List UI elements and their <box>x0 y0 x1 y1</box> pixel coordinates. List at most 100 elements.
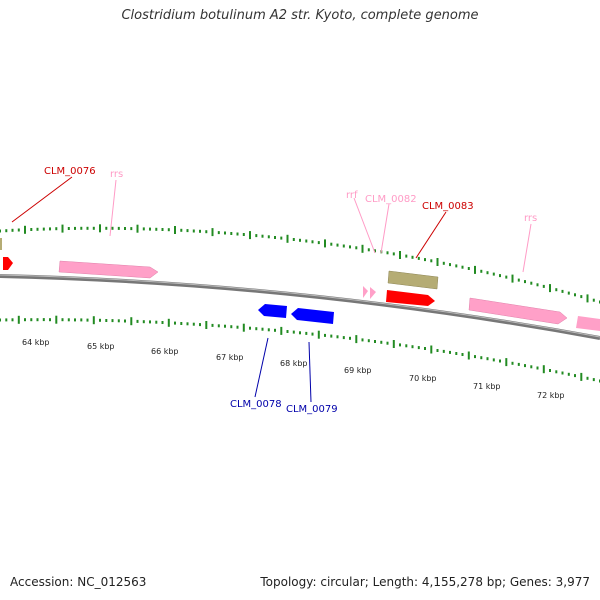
outer-ring-minor-tick <box>405 254 408 258</box>
inner-ring-minor-tick <box>230 325 233 329</box>
inner-ring-minor-tick <box>5 318 8 322</box>
outer-ring-minor-tick <box>124 227 126 230</box>
inner-ring-minor-tick <box>436 349 439 352</box>
outer-ring-minor-tick <box>36 227 39 231</box>
outer-ring-minor-tick <box>255 234 258 238</box>
outer-ring-minor-tick <box>242 233 245 236</box>
tick-label-72-kbp: 72 kbp <box>537 391 565 400</box>
inner-ring-minor-tick <box>292 330 295 334</box>
inner-ring-minor-tick <box>124 319 126 323</box>
feature-clm-0078-arrow[interactable] <box>258 304 287 318</box>
outer-ring-minor-tick <box>261 234 264 238</box>
footer-accession: Accession: NC_012563 <box>10 575 147 589</box>
outer-ring-minor-tick <box>205 230 208 234</box>
inner-ring-minor-tick <box>380 340 383 344</box>
outer-ring-minor-tick <box>555 288 558 292</box>
label-clm-0083: CLM_0083 <box>422 201 474 212</box>
outer-ring-minor-tick <box>417 256 420 260</box>
inner-ring-minor-tick <box>199 323 201 327</box>
inner-ring-major-tick <box>55 315 58 324</box>
outer-ring-minor-tick <box>486 271 489 275</box>
label-rrs-2: rrs <box>524 213 537 224</box>
inner-ring-minor-tick <box>517 362 520 366</box>
outer-ring-minor-tick <box>424 258 426 262</box>
feature-rrs-2-arrow[interactable] <box>468 297 568 325</box>
outer-ring-minor-tick <box>567 291 570 295</box>
inner-ring-minor-tick <box>417 346 420 350</box>
inner-ring-major-tick <box>242 323 245 332</box>
feature-rrs-3-arrow[interactable] <box>576 316 600 331</box>
outer-ring-minor-tick <box>199 229 201 233</box>
inner-ring-minor-tick <box>161 321 164 324</box>
label-clm-0076: CLM_0076 <box>44 166 96 177</box>
inner-ring-major-tick <box>317 330 320 339</box>
outer-ring-minor-tick <box>305 239 308 243</box>
inner-ring-minor-tick <box>586 376 589 380</box>
feature-clm-0082-box[interactable] <box>387 270 439 290</box>
outer-ring-minor-tick <box>5 229 8 233</box>
outer-ring-major-tick <box>286 234 289 243</box>
inner-ring-minor-tick <box>117 319 120 323</box>
outer-tick-ring <box>0 224 600 304</box>
inner-ring-minor-tick <box>255 327 258 331</box>
outer-ring-minor-tick <box>67 227 70 230</box>
outer-ring-minor-tick <box>386 251 389 255</box>
inner-ring-minor-tick <box>261 327 264 331</box>
outer-ring-minor-tick <box>442 261 445 265</box>
genome-backbone-highlight <box>0 274 600 338</box>
inner-ring-minor-tick <box>174 321 176 325</box>
outer-ring-minor-tick <box>49 227 51 231</box>
inner-ring-minor-tick <box>499 359 501 363</box>
outer-ring-minor-tick <box>86 226 89 230</box>
tick-label-71-kbp: 71 kbp <box>473 382 501 391</box>
inner-ring-minor-tick <box>530 365 533 369</box>
inner-ring-major-tick <box>92 316 95 325</box>
inner-ring-minor-tick <box>80 318 83 322</box>
outer-ring-minor-tick <box>374 249 376 253</box>
inner-ring-minor-tick <box>592 378 595 382</box>
inner-ring-minor-tick <box>192 322 195 326</box>
outer-ring-major-tick <box>399 251 401 259</box>
feature-rrf-arrow-a[interactable] <box>363 286 368 298</box>
feature-rrs-1-arrow[interactable] <box>58 260 159 279</box>
inner-ring-minor-tick <box>142 320 145 324</box>
inner-ring-minor-tick <box>42 318 45 322</box>
outer-ring-minor-tick <box>111 226 114 230</box>
outer-ring-minor-tick <box>236 232 239 236</box>
feature-left-edge-box[interactable] <box>0 238 2 250</box>
feature-clm-0076-arrow[interactable] <box>3 257 13 270</box>
outer-ring-minor-tick <box>561 289 564 293</box>
outer-ring-minor-tick <box>142 227 145 231</box>
outer-ring-minor-tick <box>517 278 520 282</box>
inner-ring-major-tick <box>542 365 545 374</box>
inner-ring-minor-tick <box>474 355 476 359</box>
outer-ring-minor-tick <box>0 229 1 233</box>
outer-ring-minor-tick <box>17 228 20 232</box>
outer-ring-major-tick <box>474 265 476 274</box>
outer-ring-major-tick <box>549 284 551 293</box>
inner-tick-ring <box>0 315 600 383</box>
outer-ring-minor-tick <box>280 236 283 240</box>
inner-ring-minor-tick <box>399 343 401 347</box>
feature-clm-0083-arrow[interactable] <box>386 290 435 306</box>
callout-line-rrf <box>353 197 376 254</box>
tick-label-69-kbp: 69 kbp <box>344 366 372 375</box>
genome-backbone <box>0 274 600 340</box>
inner-ring-minor-tick <box>49 318 51 322</box>
outer-ring-minor-tick <box>505 275 508 279</box>
feature-rrf-arrow-b[interactable] <box>370 287 376 299</box>
callout-line-clm-0083 <box>415 211 447 259</box>
outer-ring-minor-tick <box>167 228 170 232</box>
feature-clm-0079-arrow[interactable] <box>291 308 334 324</box>
outer-ring-minor-tick <box>192 229 195 233</box>
inner-ring-minor-tick <box>411 345 414 349</box>
outer-ring-minor-tick <box>467 267 470 270</box>
inner-ring-minor-tick <box>536 366 539 370</box>
outer-ring-minor-tick <box>11 228 14 232</box>
tick-label-64-kbp: 64 kbp <box>22 338 50 347</box>
label-clm-0079: CLM_0079 <box>286 404 338 415</box>
outer-ring-minor-tick <box>274 236 276 239</box>
inner-ring-major-tick <box>205 321 208 329</box>
outer-ring-major-tick <box>136 224 139 233</box>
inner-ring-minor-tick <box>405 344 408 348</box>
